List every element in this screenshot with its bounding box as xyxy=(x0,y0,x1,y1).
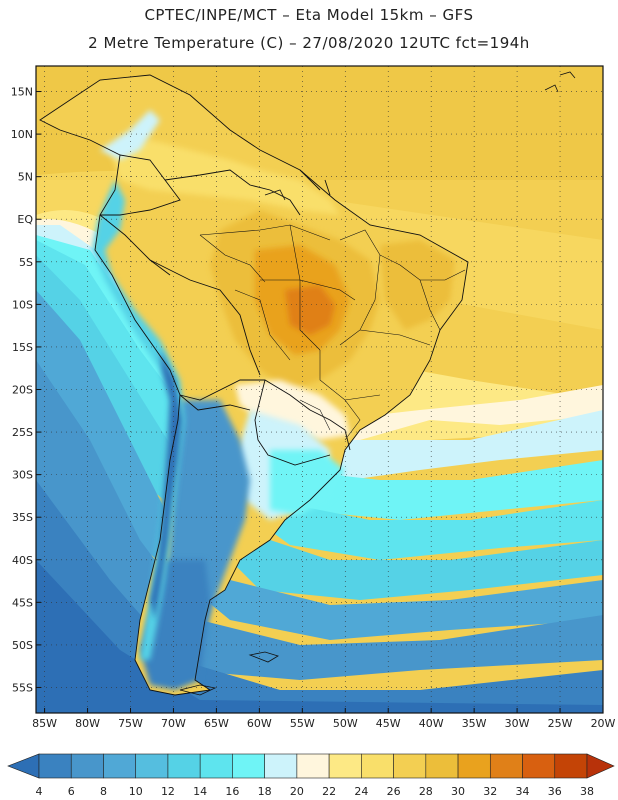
colorbar-cell xyxy=(264,753,298,779)
lat-label: 15S xyxy=(12,341,33,354)
longitude-labels: 85W 80W 75W 70W 65W 60W 55W 50W 45W 40W 35W 30W 25W 2… xyxy=(32,708,616,730)
colorbar-cell xyxy=(296,753,330,779)
colorbar-label: 34 xyxy=(516,785,530,798)
colorbar-cell xyxy=(38,753,72,779)
lon-label: 45W xyxy=(376,717,401,730)
lon-label: 70W xyxy=(161,717,186,730)
title-line-1: CPTEC/INPE/MCT – Eta Model 15km – GFS xyxy=(144,6,474,24)
lon-label: 55W xyxy=(290,717,315,730)
colorbar-cell xyxy=(103,753,137,779)
colorbar-label: 8 xyxy=(100,785,107,798)
lon-label: 40W xyxy=(419,717,444,730)
colorbar-cell xyxy=(232,753,265,779)
lat-label: 30S xyxy=(12,469,33,482)
colorbar-cell xyxy=(361,753,394,779)
lat-label: 5S xyxy=(19,256,33,269)
lon-label: 25W xyxy=(548,717,573,730)
colorbar-cell xyxy=(489,753,523,779)
colorbar-cell xyxy=(457,753,491,779)
latitude-labels: 15N 10N 5N EQ 5S 10S 15S 20S 25S 30S 35S 40S 45S 50S 5… xyxy=(11,86,41,694)
colorbar-cell xyxy=(522,753,556,779)
colorbar-label: 36 xyxy=(548,785,562,798)
lat-label: 5N xyxy=(18,171,33,184)
lat-label: EQ xyxy=(17,213,33,226)
band-16 xyxy=(36,240,603,560)
lon-label: 30W xyxy=(505,717,530,730)
colorbar-cell xyxy=(393,753,427,779)
lon-label: 35W xyxy=(462,717,487,730)
colombia-andes xyxy=(100,110,160,160)
lat-label: 10S xyxy=(12,298,33,311)
lat-label: 55S xyxy=(12,681,33,694)
andes-core xyxy=(150,350,182,620)
colorbar-label: 24 xyxy=(354,785,368,798)
temperature-field xyxy=(36,66,603,713)
colorbar-cell xyxy=(425,753,459,779)
colorbar-cell xyxy=(328,753,362,779)
colorbar-cell xyxy=(167,753,201,779)
lat-label: 15N xyxy=(11,86,33,99)
hot-core-3 xyxy=(285,285,335,335)
lat-label: 40S xyxy=(12,554,33,567)
lat-label: 50S xyxy=(12,639,33,652)
lon-label: 85W xyxy=(32,717,57,730)
lat-label: 20S xyxy=(12,384,33,397)
colorbar-label: 18 xyxy=(258,785,272,798)
title-line-2: 2 Metre Temperature (C) – 27/08/2020 12U… xyxy=(88,34,530,52)
colorbar-min-arrow xyxy=(7,753,40,779)
band-6 xyxy=(36,560,603,713)
lat-label: 35S xyxy=(12,511,33,524)
lat-label: 10N xyxy=(11,128,33,141)
colorbar-max-arrow xyxy=(586,753,615,779)
colorbar-cell xyxy=(135,753,169,779)
islands xyxy=(179,71,576,696)
colorbar-label: 38 xyxy=(580,785,594,798)
colorbar-label: 22 xyxy=(322,785,336,798)
colorbar-label: 10 xyxy=(129,785,143,798)
colorbar-label: 16 xyxy=(225,785,239,798)
country-borders xyxy=(39,74,469,696)
lon-label: 65W xyxy=(204,717,229,730)
colorbar-cell xyxy=(199,753,233,779)
uruguay-band xyxy=(270,450,345,515)
lon-label: 80W xyxy=(75,717,100,730)
se-cool xyxy=(235,380,350,440)
lon-label: 75W xyxy=(118,717,143,730)
colorbar-cell xyxy=(70,753,104,779)
colorbar-label: 28 xyxy=(419,785,433,798)
colorbar-label: 26 xyxy=(387,785,401,798)
colorbar-label: 6 xyxy=(68,785,75,798)
ne-warm xyxy=(380,240,455,330)
colorbar-label: 14 xyxy=(193,785,207,798)
colorbar-label: 4 xyxy=(36,785,43,798)
lon-label: 60W xyxy=(247,717,272,730)
colorbar-label: 30 xyxy=(451,785,465,798)
colorbar: 4 6 8 10 12 14 16 18 20 22 24 26 28 30 32 34 36 38 xyxy=(7,753,615,798)
colorbar-label: 12 xyxy=(161,785,175,798)
lat-label: 25S xyxy=(12,426,33,439)
colorbar-label: 20 xyxy=(290,785,304,798)
lon-label: 50W xyxy=(333,717,358,730)
lon-label: 20W xyxy=(591,717,616,730)
colorbar-cell xyxy=(554,753,588,779)
lat-label: 45S xyxy=(12,596,33,609)
state-borders xyxy=(199,224,466,441)
colorbar-label: 32 xyxy=(483,785,497,798)
band-14 xyxy=(36,255,603,600)
